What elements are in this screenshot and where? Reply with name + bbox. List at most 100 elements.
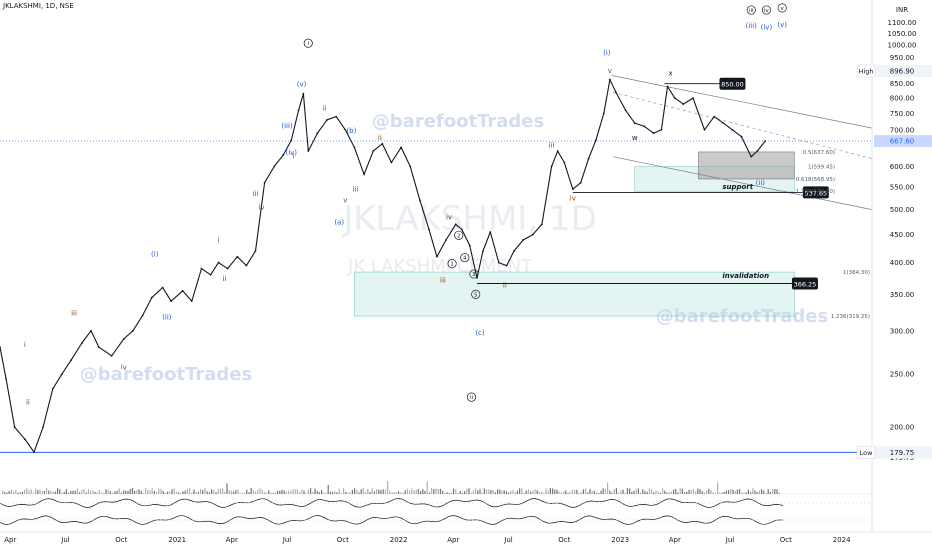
last-price-tag — [874, 135, 932, 148]
price-point — [316, 132, 319, 135]
volume-bar — [384, 489, 386, 494]
price-point — [81, 342, 83, 344]
level-tag-text: 366.25 — [794, 280, 817, 288]
volume-bar — [585, 488, 587, 494]
wave-label: iv — [446, 213, 452, 221]
volume-bar — [611, 492, 613, 494]
volume-bar — [336, 492, 338, 494]
price-point — [673, 97, 676, 100]
volume-bar — [615, 488, 617, 494]
volume-bar — [450, 492, 452, 494]
volume-bar — [153, 491, 155, 494]
volume-bar — [675, 488, 677, 494]
y-tick-label: 850.00 — [890, 80, 915, 88]
wave-label: iii — [749, 8, 754, 14]
price-point — [141, 314, 144, 317]
price-point — [307, 150, 310, 152]
volume-bar — [195, 491, 197, 494]
volume-bar — [142, 492, 144, 494]
x-tick-label: Jul — [503, 536, 513, 544]
volume-bar — [499, 489, 501, 494]
price-point — [454, 223, 457, 226]
wave-label: ii — [323, 104, 327, 112]
volume-bar — [563, 491, 565, 494]
volume-bar — [134, 490, 136, 494]
volume-bar — [501, 490, 503, 494]
volume-bar — [589, 488, 591, 494]
volume-bar — [690, 489, 692, 494]
volume-bar — [574, 489, 576, 494]
volume-bar — [85, 492, 87, 494]
volume-bar — [321, 490, 323, 494]
volume-bar — [279, 490, 281, 494]
level-tag — [802, 186, 829, 199]
volume-bar — [149, 490, 151, 494]
volume-bar — [459, 491, 461, 494]
price-point — [60, 373, 63, 376]
volume-bar — [406, 488, 408, 494]
wave-label: (iii) — [281, 122, 293, 130]
volume-bar — [508, 492, 510, 494]
price-point — [652, 132, 655, 135]
volume-bar — [659, 492, 661, 494]
volume-bar — [717, 482, 719, 494]
volume-bar — [591, 490, 593, 494]
price-point — [381, 142, 384, 145]
volume-bar — [596, 492, 598, 494]
volume-bar — [699, 489, 701, 494]
volume-bar — [274, 492, 276, 494]
volume-bar — [285, 491, 287, 494]
volume-bar — [290, 490, 292, 494]
volume-bar — [318, 492, 320, 494]
price-point — [556, 150, 559, 152]
volume-bar — [371, 488, 373, 494]
volume-bar — [118, 488, 120, 494]
wave-label: 3 — [472, 272, 476, 278]
x-tick-label: Apr — [669, 536, 681, 544]
y-tick-label: 1100.00 — [888, 19, 917, 27]
price-point — [531, 233, 534, 236]
y-tick-label: 250.00 — [890, 371, 915, 379]
volume-bar — [92, 490, 94, 494]
volume-bar — [39, 489, 41, 494]
volume-bar — [655, 490, 657, 494]
volume-bar — [112, 492, 114, 494]
price-point — [436, 255, 438, 258]
volume-bar — [208, 492, 210, 494]
volume-bar — [457, 492, 459, 494]
volume-bar — [624, 492, 626, 494]
volume-bar — [758, 490, 760, 494]
volume-bar — [554, 489, 556, 494]
price-tag: 179.75 — [890, 449, 915, 457]
volume-bar — [503, 490, 505, 494]
volume-bar — [728, 490, 730, 494]
volume-bar — [402, 492, 404, 494]
volume-bar — [211, 489, 213, 494]
wave-label: 2 — [457, 233, 461, 239]
volume-bar — [237, 489, 239, 494]
volume-bar — [193, 489, 195, 494]
volume-bar — [444, 492, 446, 494]
volume-bar — [743, 492, 745, 494]
volume-bar — [468, 488, 470, 494]
volume-bar — [576, 489, 578, 494]
volume-bar — [83, 488, 85, 494]
volume-bar — [382, 489, 384, 494]
price-point — [713, 115, 716, 118]
volume-bar — [714, 492, 716, 494]
volume-bar — [763, 490, 765, 494]
volume-bar — [712, 492, 714, 494]
volume-bar — [622, 489, 624, 494]
volume-bar — [167, 491, 169, 494]
volume-bar — [519, 488, 521, 494]
volume-bar — [4, 491, 6, 494]
volume-bar — [301, 489, 303, 494]
y-tick-label: 950.00 — [890, 54, 915, 62]
price-point — [608, 78, 611, 81]
volume-bar — [389, 490, 391, 494]
price-point — [290, 139, 293, 142]
target-box — [698, 151, 795, 180]
volume-bar — [644, 491, 646, 494]
volume-bar — [105, 489, 107, 494]
